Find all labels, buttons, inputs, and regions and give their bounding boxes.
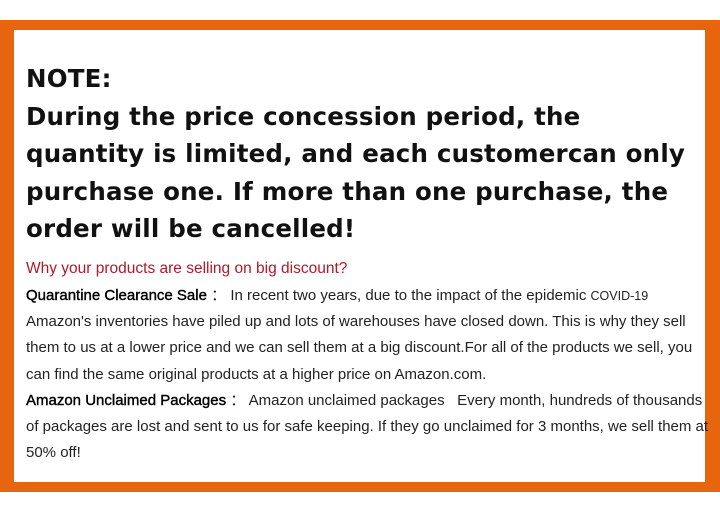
section-separator: ：	[230, 391, 246, 409]
section-text: Amazon unclaimed packages Every month, h…	[26, 391, 713, 462]
section-separator: ：	[211, 287, 227, 304]
note-title: NOTE:	[26, 64, 112, 93]
why-heading: Why your products are selling on big dis…	[26, 260, 348, 277]
note-block: NOTE: During the price concession period…	[26, 60, 696, 248]
section-text: In recent two years, due to the impact o…	[230, 287, 591, 304]
section-text-small: COVID-19	[590, 289, 649, 303]
explanation-body: Quarantine Clearance Sale ： In recent tw…	[26, 283, 716, 466]
section-label: Quarantine Clearance Sale	[26, 287, 207, 304]
section-unclaimed: Amazon Unclaimed Packages ： Amazon uncla…	[26, 388, 716, 467]
section-label: Amazon Unclaimed Packages	[26, 391, 227, 409]
section-quarantine: Quarantine Clearance Sale ： In recent tw…	[26, 283, 716, 388]
orange-frame: NOTE: During the price concession period…	[0, 20, 720, 492]
note-text: During the price concession period, the …	[26, 101, 686, 244]
section-text-cont: Amazon's inventories have piled up and l…	[26, 313, 693, 383]
notice-panel: NOTE: During the price concession period…	[14, 30, 708, 482]
